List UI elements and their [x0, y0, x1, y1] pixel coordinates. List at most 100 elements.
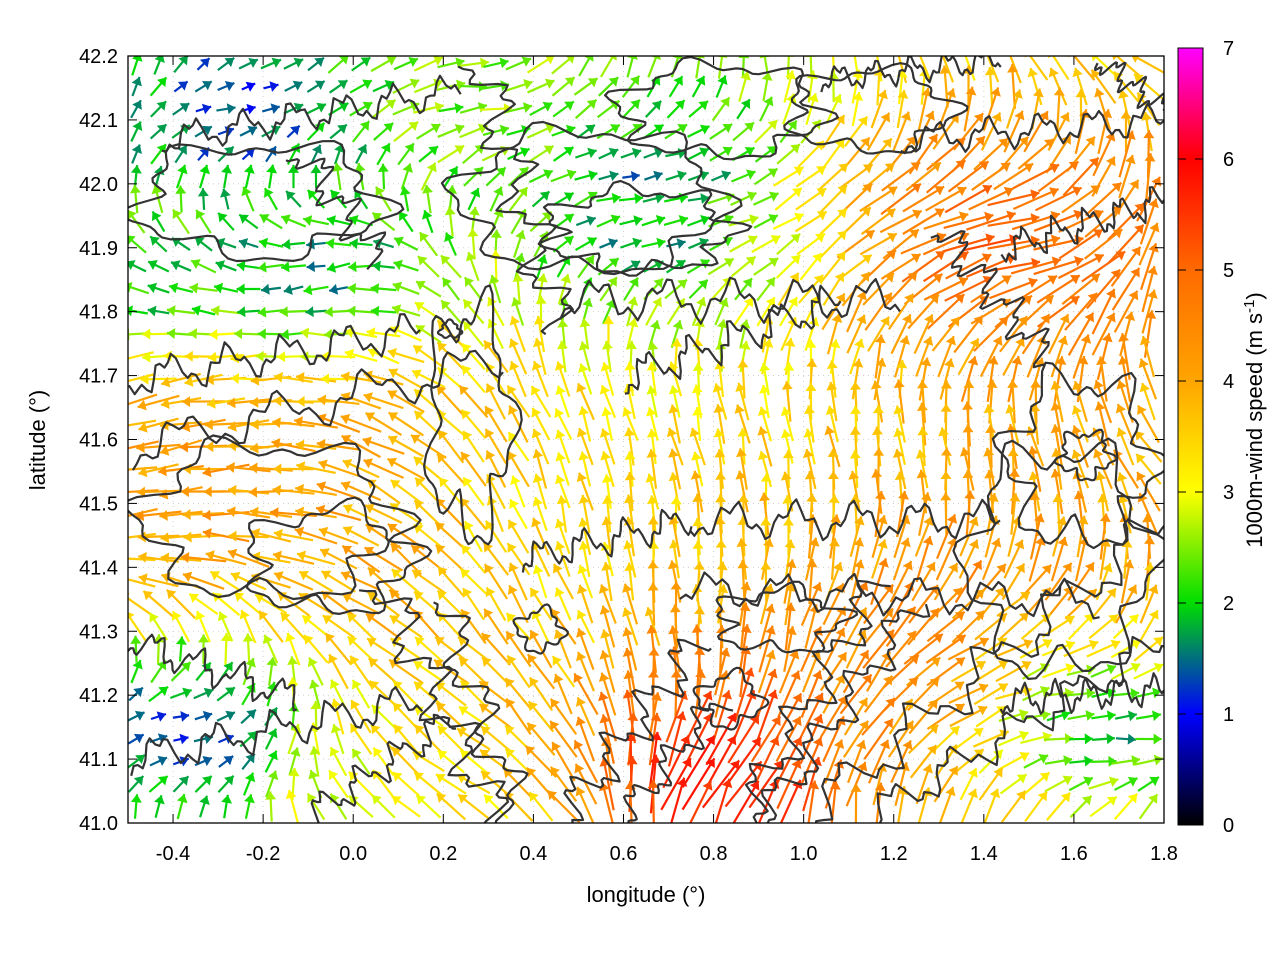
wind-arrow: [153, 56, 165, 75]
wind-arrow: [202, 463, 250, 478]
wind-arrow: [730, 255, 757, 278]
wind-arrow: [412, 750, 445, 773]
wind-arrow: [440, 299, 462, 324]
wind-arrow: [188, 592, 219, 616]
wind-arrow: [601, 340, 613, 373]
wind-arrow: [915, 336, 934, 377]
wind-arrow: [776, 143, 801, 165]
wind-arrow: [463, 166, 484, 187]
wind-arrow: [413, 590, 444, 618]
colorbar-title: 1000m-wind speed (m s-1): [1241, 292, 1267, 547]
wind-arrow: [237, 306, 260, 318]
wind-arrow: [482, 124, 510, 137]
wind-arrow: [596, 123, 621, 140]
wind-arrow: [715, 75, 728, 98]
wind-arrow: [166, 328, 196, 340]
wind-arrow: [550, 169, 577, 183]
wind-arrow: [434, 636, 468, 662]
wind-arrow: [819, 229, 848, 259]
wind-arrow: [244, 164, 255, 189]
wind-arrow: [940, 492, 952, 536]
wind-arrow: [1012, 187, 1060, 210]
wind-arrow: [438, 102, 464, 114]
wind-arrow: [577, 254, 595, 279]
wind-arrow: [556, 495, 568, 533]
wind-arrow: [691, 75, 706, 98]
colorbar-title-close: ): [1242, 292, 1267, 299]
wind-arrow: [1111, 267, 1141, 311]
wind-arrow: [128, 578, 156, 588]
wind-arrow: [283, 57, 304, 70]
wind-arrow: [666, 99, 686, 119]
wind-arrow: [997, 611, 1030, 642]
wind-arrow: [306, 261, 326, 273]
wind-arrow: [194, 710, 213, 722]
wind-arrow: [574, 170, 598, 181]
wind-arrow: [909, 744, 938, 779]
wind-arrow: [779, 779, 803, 823]
wind-arrow: [1009, 56, 1022, 84]
wind-arrow: [346, 612, 376, 641]
wind-arrow: [529, 629, 553, 669]
wind-arrow: [215, 260, 237, 272]
wind-arrow: [1051, 448, 1063, 490]
wind-arrow: [730, 191, 757, 206]
wind-arrow: [664, 278, 688, 300]
wind-arrow: [1072, 334, 1092, 379]
wind-arrow: [756, 296, 776, 327]
wind-arrow: [576, 584, 594, 624]
wind-arrow: [420, 162, 437, 191]
wind-arrow: [775, 254, 802, 279]
contour-line: [679, 571, 1100, 620]
wind-arrow: [784, 539, 796, 579]
wind-arrow: [839, 253, 873, 280]
contour-line: [128, 434, 422, 601]
wind-arrow: [985, 424, 997, 469]
wind-arrow: [508, 562, 528, 601]
wind-arrow: [328, 769, 349, 799]
wind-arrow: [894, 335, 911, 378]
wind-arrow: [1090, 664, 1117, 678]
wind-arrow: [1022, 686, 1050, 702]
wind-arrow: [482, 542, 510, 576]
terrain-contours: [128, 56, 1164, 823]
wind-arrow: [1139, 382, 1156, 421]
wind-arrow: [444, 232, 457, 256]
wind-arrow: [184, 373, 223, 387]
wind-arrow: [1042, 663, 1075, 679]
wind-arrow: [195, 103, 212, 115]
wind-arrow: [552, 235, 575, 253]
wind-arrow: [458, 656, 489, 687]
wind-arrow: [261, 103, 281, 114]
wind-arrow: [688, 237, 709, 250]
contour-line: [433, 601, 529, 823]
wind-arrow: [342, 459, 380, 479]
wind-arrow: [807, 780, 820, 823]
wind-arrow: [194, 775, 213, 793]
wind-arrow: [893, 379, 905, 424]
wind-arrow: [316, 438, 361, 451]
wind-arrow: [987, 189, 1040, 207]
wind-arrow: [151, 184, 164, 214]
wind-arrow: [329, 123, 348, 140]
wind-arrow: [366, 637, 401, 661]
wind-arrow: [1050, 424, 1064, 469]
x-tick-label: 1.2: [880, 843, 908, 865]
wind-arrow: [400, 163, 413, 190]
wind-arrow: [316, 481, 361, 501]
wind-arrow: [849, 338, 865, 375]
wind-arrow: [1002, 337, 1025, 376]
wind-arrow: [849, 450, 861, 488]
wind-arrow: [509, 360, 527, 398]
wind-arrow: [191, 305, 216, 316]
wind-arrow: [1076, 515, 1089, 558]
colorbar-tick-label: 6: [1223, 149, 1234, 171]
wind-arrow: [670, 777, 688, 823]
wind-arrow: [480, 725, 512, 753]
wind-arrow: [391, 795, 421, 818]
wind-arrow: [170, 661, 192, 682]
wind-arrow: [508, 338, 528, 375]
wind-arrow: [137, 486, 180, 498]
wind-arrow: [957, 337, 980, 376]
wind-arrow: [599, 384, 617, 419]
